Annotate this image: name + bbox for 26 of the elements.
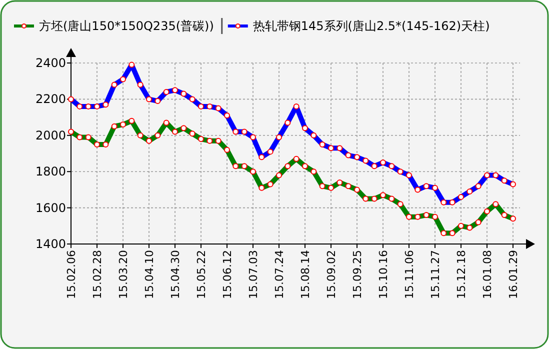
x-tick-label: 15.09.25 (351, 250, 364, 299)
x-tick-label: 15.07.03 (247, 250, 260, 299)
y-tick-label: 1800 (35, 164, 66, 179)
y-tick-label: 2200 (35, 92, 66, 106)
x-tick-label: 15.07.24 (273, 250, 286, 299)
y-tick-label: 1600 (35, 200, 66, 215)
y-tick-label: 2400 (35, 56, 66, 70)
x-tick-label: 16.01.08 (481, 250, 494, 299)
legend-label: 方坯(唐山150*150Q235(普碳)) (39, 19, 214, 33)
x-tick-label: 15.04.10 (143, 250, 156, 299)
x-tick-label: 15.11.06 (403, 250, 416, 299)
x-tick-label: 15.04.30 (169, 250, 182, 299)
x-tick-label: 15.11.27 (429, 250, 442, 299)
x-tick-label: 15.02.28 (91, 250, 104, 299)
x-tick-label: 15.06.12 (221, 250, 234, 299)
x-tick-label: 15.02.06 (65, 250, 78, 299)
x-tick-label: 15.12.18 (455, 250, 468, 299)
x-tick-label: 15.08.14 (299, 250, 312, 299)
x-tick-label: 15.03.20 (117, 250, 130, 299)
x-tick-label: 15.09.02 (325, 250, 338, 299)
x-tick-label: 15.10.16 (377, 250, 390, 299)
y-tick-label: 2000 (35, 128, 66, 142)
y-tick-label: 1400 (35, 237, 66, 251)
legend-label: 热轧带钢145系列(唐山2.5*(145-162)天柱) (252, 19, 490, 33)
x-tick-label: 16.01.29 (507, 250, 520, 299)
x-tick-label: 15.05.22 (195, 250, 208, 299)
